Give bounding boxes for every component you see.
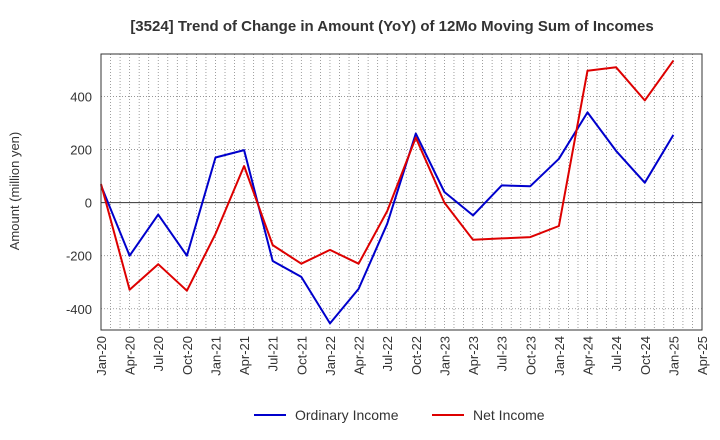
x-tick-labels: Jan-20 Apr-20 Jul-20 Oct-20 Jan-21 Apr-21 Jul-…	[94, 336, 710, 376]
legend: Ordinary Income Net Income	[254, 407, 545, 423]
x-tick-label: Jul-21	[266, 336, 281, 371]
x-tick-label: Jan-22	[323, 336, 338, 376]
x-tick-label: Jul-23	[495, 336, 510, 371]
x-tick-label: Jul-24	[609, 336, 624, 371]
x-tick-label: Oct-22	[409, 336, 424, 375]
x-tick-label: Oct-24	[638, 336, 653, 375]
x-tick-label: Oct-23	[523, 336, 538, 375]
x-tick-label: Oct-20	[180, 336, 195, 375]
y-tick-label: -400	[66, 302, 92, 317]
x-tick-label: Jan-24	[552, 336, 567, 376]
x-tick-label: Jan-21	[208, 336, 223, 376]
x-tick-label: Jan-23	[437, 336, 452, 376]
series-line-net-income	[100, 60, 675, 292]
y-tick-label: 0	[85, 196, 92, 211]
legend-label: Ordinary Income	[295, 407, 399, 423]
y-tick-label: -200	[66, 249, 92, 264]
x-tick-label: Jan-20	[94, 336, 109, 376]
chart-title: [3524] Trend of Change in Amount (YoY) o…	[130, 18, 653, 35]
x-tick-label: Jan-25	[666, 336, 681, 376]
y-tick-label: 200	[70, 143, 92, 158]
x-tick-label: Apr-22	[352, 336, 367, 375]
x-tick-label: Apr-21	[237, 336, 252, 375]
x-tick-label: Jul-22	[380, 336, 395, 371]
x-tick-label: Apr-23	[466, 336, 481, 375]
legend-label: Net Income	[473, 407, 545, 423]
y-axis-label: Amount (million yen)	[7, 132, 22, 251]
x-tick-label: Oct-21	[294, 336, 309, 375]
x-tick-label: Apr-20	[123, 336, 138, 375]
y-tick-label: 400	[70, 89, 92, 104]
y-tick-labels: -400 -200 0 200 400	[66, 89, 92, 316]
x-tick-label: Apr-24	[581, 336, 596, 375]
grid	[101, 54, 702, 330]
series-lines	[100, 60, 675, 325]
x-tick-label: Apr-25	[695, 336, 710, 375]
x-tick-label: Jul-20	[151, 336, 166, 371]
plot-frame	[100, 53, 703, 331]
